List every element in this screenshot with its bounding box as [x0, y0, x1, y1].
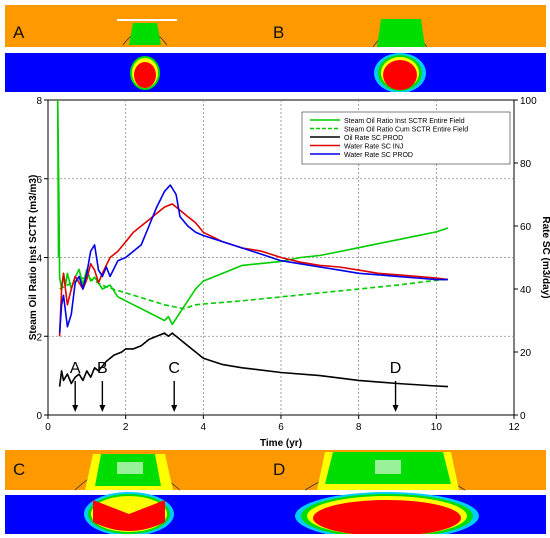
- annotation-arrowhead: [171, 405, 178, 412]
- panel-label-c: C: [13, 460, 26, 479]
- x-tick-label: 12: [508, 422, 520, 433]
- y-left-tick-label: 0: [36, 411, 42, 422]
- annotation-label: C: [168, 360, 180, 377]
- y-right-tick-label: 20: [520, 348, 532, 359]
- panel-c: C: [5, 450, 286, 534]
- series-line-2: [58, 332, 449, 388]
- x-tick-label: 0: [45, 422, 51, 433]
- panel-b: B: [265, 5, 546, 92]
- series-line-0: [56, 99, 449, 326]
- y-right-tick-label: 0: [520, 411, 526, 422]
- panel-d: D: [265, 450, 546, 534]
- series-line-4: [58, 184, 448, 334]
- series-line-3: [58, 203, 449, 337]
- y-right-axis-label: Rate SC (m3/day): [540, 216, 550, 298]
- legend-label: Steam Oil Ratio Inst SCTR Entire Field: [344, 118, 465, 125]
- x-tick-label: 6: [278, 422, 284, 433]
- legend-label: Water Rate SC INJ: [344, 144, 403, 151]
- legend-label: Steam Oil Ratio Cum SCTR Entire Field: [344, 127, 468, 134]
- annotation-label: B: [97, 360, 108, 377]
- panel-a-image: [5, 5, 286, 92]
- annotation-arrowhead: [72, 405, 79, 412]
- legend-label: Water Rate SC PROD: [344, 152, 413, 159]
- panel-label-a: A: [13, 23, 25, 42]
- y-right-tick-label: 80: [520, 159, 532, 170]
- y-left-tick-label: 2: [36, 332, 42, 343]
- y-left-axis-label: Steam Oil Ratio Inst SCTR (m3/m3): [28, 175, 39, 341]
- y-left-tick-label: 4: [36, 254, 42, 265]
- annotation-label: D: [390, 360, 402, 377]
- y-right-tick-label: 100: [520, 96, 537, 107]
- y-left-tick-label: 8: [36, 96, 42, 107]
- panel-b-image: [265, 5, 546, 92]
- annotation-arrowhead: [99, 405, 106, 412]
- x-tick-label: 4: [201, 422, 207, 433]
- annotation-arrowhead: [392, 405, 399, 412]
- panel-label-d: D: [273, 460, 286, 479]
- y-right-tick-label: 40: [520, 285, 532, 296]
- panel-label-b: B: [273, 23, 285, 42]
- legend-label: Oil Rate SC PROD: [344, 135, 403, 142]
- panel-c-image: [5, 450, 286, 534]
- panel-a: A: [5, 5, 286, 92]
- y-left-tick-label: 6: [36, 175, 42, 186]
- y-right-tick-label: 60: [520, 222, 532, 233]
- x-tick-label: 2: [123, 422, 129, 433]
- panel-d-image: [265, 450, 546, 534]
- x-tick-label: 10: [431, 422, 443, 433]
- x-tick-label: 8: [356, 422, 362, 433]
- annotation-label: A: [70, 360, 81, 377]
- x-axis-label: Time (yr): [260, 438, 302, 449]
